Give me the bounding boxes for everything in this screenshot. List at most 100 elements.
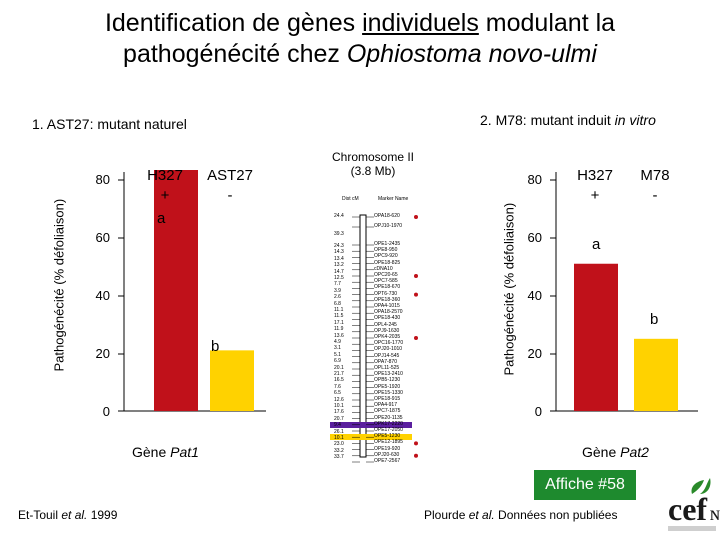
distance-label: 21.7 [334,371,344,377]
left-tick: 0 [102,404,110,419]
bar-m78 [634,338,678,411]
distance-label: 3.9 [334,287,341,294]
marker-label: OPJ20-1010 [374,346,403,353]
gene-name: Pat2 [620,444,649,460]
distance-label: 17.6 [334,409,344,416]
strain-name: H327 [147,167,183,184]
marker-label: OPA18-620 [374,213,400,219]
distance-label: 23.0 [334,441,344,448]
distance-label: 17.1 [334,319,344,326]
strain-label-h327: H327 + [570,166,620,206]
distance-label: 26.1 [334,428,344,435]
right-section-heading: 2. M78: mutant induit in vitro [480,112,656,128]
strain-sign: - [652,187,658,204]
distance-label: 13.6 [334,332,344,339]
marker-label: OPE13-2410 [374,371,403,378]
linked-marker-dot [414,336,418,340]
distance-label: 16.5 [334,377,344,384]
title-underlined-word: individuels [362,9,479,37]
chromosome-size: (3.8 Mb) [350,164,396,178]
left-y-axis-label: Pathogénécité (% défoliaison) [51,198,67,372]
ref-author: Plourde [424,508,469,522]
column-head-dist: Dist cM [342,196,359,202]
right-reference: Plourde et al. Données non publiées [424,508,617,522]
marker-label: OPE19-920 [374,445,401,452]
left-reference: Et-Touil et al. 1999 [18,508,117,522]
chromosome-bar [359,214,367,458]
marker-label: OPE15-1330 [374,389,403,396]
marker-label: cDNA10 [374,265,393,272]
ref-etal: et al. [61,508,88,522]
marker-label: OPA7-870 [374,358,397,365]
cef-logo: cef ɴ [668,478,720,531]
marker-label: OPJ10-1970 [374,223,403,229]
linked-marker-dot [414,215,418,219]
distance-label: 9.4 [334,422,341,429]
gene-name: Pat1 [170,444,199,460]
right-gene-label: Gène Pat2 [582,444,649,460]
marker-label: OPK17-2220 [374,420,403,427]
distance-label: 20.7 [334,415,344,422]
distance-label: 13.4 [334,255,344,262]
right-tick: 20 [527,346,542,361]
distance-label: 13.2 [334,262,344,269]
ref-author: Et-Touil [18,508,62,522]
significance-letter: a [157,210,166,227]
distance-label: 3.1 [334,345,341,352]
marker-label: OPA4-1015 [374,303,400,309]
distance-label: 11.9 [334,326,344,333]
marker-label: OPE7-2567 [374,458,401,464]
distance-label: 2.6 [334,294,341,301]
bar-h327 [154,170,198,411]
distance-label: 6.5 [334,390,341,397]
marker-label: OPJ20-630 [374,451,400,458]
distance-label: 10.1 [334,403,344,409]
right-tick: 80 [527,172,542,187]
right-tick: 0 [534,404,542,419]
marker-label: OPE5-1920 [374,383,401,390]
right-tick: 60 [527,230,542,245]
strain-label-m78: M78 - [630,166,680,206]
marker-label: OPC7-585 [374,278,398,285]
left-tick: 20 [95,346,110,361]
logo-mark: ɴ [710,503,720,525]
left-tick: 60 [95,230,110,245]
gene-text: Gène [582,444,621,460]
marker-label: OPL11-525 [374,365,400,371]
distance-label: 33.2 [334,447,344,454]
strain-label-h327: H327 + [140,166,190,206]
left-section-heading: 1. AST27: mutant naturel [32,116,187,132]
distance-label: 14.3 [334,249,344,256]
marker-label: OPA18-2570 [374,309,403,316]
marker-label: OPT6-730 [374,290,398,297]
left-gene-label: Gène Pat1 [132,444,199,460]
significance-letter: a [592,236,601,253]
ref-year: 1999 [87,508,118,522]
page-title: Identification de gènes individuels modu… [0,8,720,70]
marker-label: OPE18-360 [374,296,401,303]
column-head-marker: Marker Name [378,196,409,202]
marker-label: OPK4-2035 [374,334,401,340]
marker-label: OPE12-1895 [374,439,403,446]
marker-label: OPA4-917 [374,402,397,409]
title-text: Identification de gènes [104,9,363,37]
distance-label: 24.3 [334,243,344,249]
marker-label: OPJ14-545 [374,352,400,359]
strain-sign: + [590,187,600,204]
section-italic: in vitro [614,112,656,128]
marker-label: OPE17-2050 [374,427,403,433]
bar-ast27 [210,350,254,411]
right-bar-chart [550,172,698,412]
ref-note: Données non publiées [494,508,618,522]
marker-label: OPC16-1770 [374,340,404,347]
significance-letter: b [650,311,659,328]
ref-etal: et al. [468,508,495,522]
distance-label: 7.6 [334,383,341,390]
title-text: pathogénécité chez [123,40,347,68]
title-species: Ophiostoma novo-ulmi [346,40,597,68]
linked-marker-dot [414,441,418,446]
linkage-map [330,214,418,463]
marker-label: OPB5-1230 [374,377,401,384]
marker-label: OPC20-65 [374,272,398,278]
distance-label: 12.5 [334,275,344,281]
